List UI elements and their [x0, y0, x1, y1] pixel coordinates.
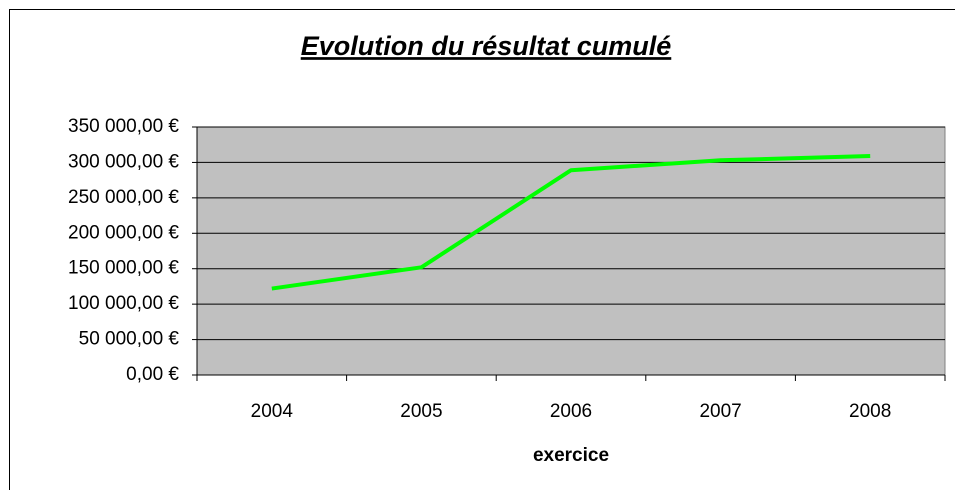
x-tick-label: 2007 — [699, 401, 741, 422]
y-tick-label: 100 000,00 € — [68, 293, 179, 314]
y-tick-label: 50 000,00 € — [79, 329, 180, 350]
y-tick-label: 150 000,00 € — [68, 258, 179, 279]
y-tick-label: 250 000,00 € — [68, 187, 179, 208]
y-tick-label: 350 000,00 € — [68, 116, 179, 137]
x-axis-label: exercice — [533, 445, 609, 466]
x-tick-label: 2004 — [251, 401, 294, 422]
x-tick-label: 2008 — [849, 401, 891, 422]
x-tick-label: 2005 — [400, 401, 442, 422]
y-tick-label: 0,00 € — [126, 364, 179, 385]
x-tick-label: 2006 — [550, 401, 592, 422]
plot-area — [196, 126, 946, 376]
chart-title: Evolution du résultat cumulé — [301, 31, 672, 61]
data-line — [271, 154, 871, 291]
y-tick-label: 200 000,00 € — [68, 222, 179, 243]
y-tick-label: 300 000,00 € — [68, 151, 179, 172]
